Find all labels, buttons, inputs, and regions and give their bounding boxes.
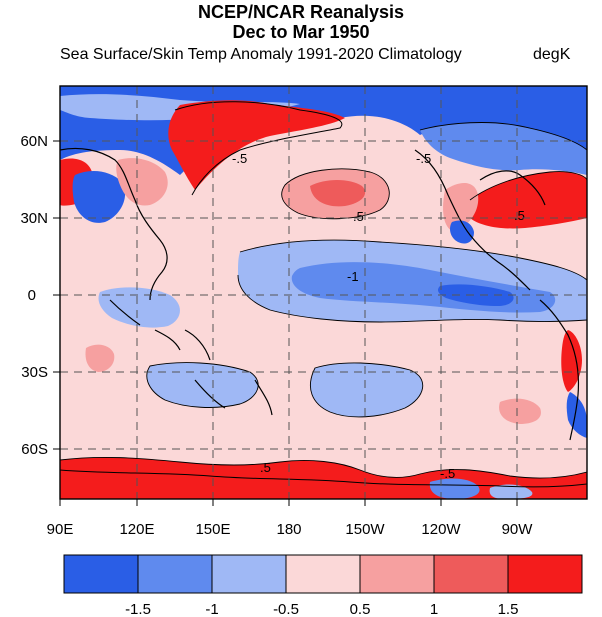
y-tick-label: 60S (21, 441, 48, 458)
north-atlantic-warm-region (470, 171, 587, 229)
colorbar-swatch (211, 554, 287, 594)
maritime-cold-region (98, 287, 180, 328)
y-tick-label: 0 (28, 287, 36, 304)
x-tick-label: 150E (195, 521, 230, 538)
colorbar-tick-label: -1 (205, 601, 218, 617)
graticule (60, 86, 587, 499)
map-frame (59, 85, 588, 500)
asia-warm-ring (174, 101, 343, 196)
north-atlantic-mild (443, 183, 479, 232)
west-margin-cold (72, 170, 126, 223)
map-period-title: Dec to Mar 1950 (232, 22, 370, 42)
contour-label: -.5 (440, 466, 455, 481)
y-tick-label: 30N (20, 210, 48, 227)
colorbar: -1.5 -1 -0.5 0.5 1 1.5 (63, 554, 583, 617)
x-tick-label: 180 (276, 521, 301, 538)
north-pacific-strong-warm (310, 180, 366, 207)
x-tick-label: 120W (421, 521, 461, 538)
y-tick-label: 30S (21, 364, 48, 381)
tick-marks (53, 140, 518, 506)
equatorial-cold-strong (438, 284, 514, 306)
colorbar-swatch (63, 554, 139, 594)
south-pacific-cold-central (310, 362, 423, 417)
x-tick-label: 150W (345, 521, 385, 538)
west-margin-warm2 (116, 158, 168, 206)
colorbar-tick-label: 0.5 (350, 601, 371, 617)
southern-ocean-cold-spot (429, 478, 480, 499)
map-title: NCEP/NCAR Reanalysis (197, 2, 405, 22)
contour-label: .5 (514, 208, 525, 223)
x-tick-label: 90E (47, 521, 74, 538)
colorbar-swatch (137, 554, 213, 594)
southern-ocean-cold-spot2 (489, 484, 533, 499)
y-tick-label: 60N (20, 133, 48, 150)
sa-coast-warm (561, 330, 582, 392)
south-pacific-warm-spot (499, 398, 541, 424)
colorbar-tick-label: 1.5 (498, 601, 519, 617)
x-tick-label: 120E (119, 521, 154, 538)
antarctic-coast (60, 469, 587, 488)
gulf-cold-spot (450, 220, 474, 244)
contour-label: .5 (260, 460, 271, 475)
contour-label: .5 (353, 209, 364, 224)
colorbar-swatch (433, 554, 509, 594)
contour-label: -.5 (416, 151, 431, 166)
colorbar-swatch (359, 554, 435, 594)
map-field (60, 86, 587, 499)
colorbar-swatch (507, 554, 583, 594)
colorbar-tick-label: -1.5 (125, 601, 151, 617)
colorbar-tick-label: 1 (430, 601, 438, 617)
contour-label: -.5 (232, 151, 247, 166)
units-label: degK (533, 46, 571, 63)
map-subtitle: Sea Surface/Skin Temp Anomaly 1991-2020 … (60, 46, 462, 63)
colorbar-swatch (285, 554, 361, 594)
south-pacific-cold-west (146, 362, 259, 408)
coastlines (60, 147, 580, 441)
colorbar-tick-label: -0.5 (273, 601, 299, 617)
west-south-warm-spot (85, 344, 115, 372)
contour-label: -1 (347, 269, 359, 284)
canada-cold-region (420, 122, 587, 175)
asia-warm-region (168, 100, 345, 190)
x-tick-label: 90W (502, 521, 534, 538)
sa-coast-cold (566, 392, 587, 438)
